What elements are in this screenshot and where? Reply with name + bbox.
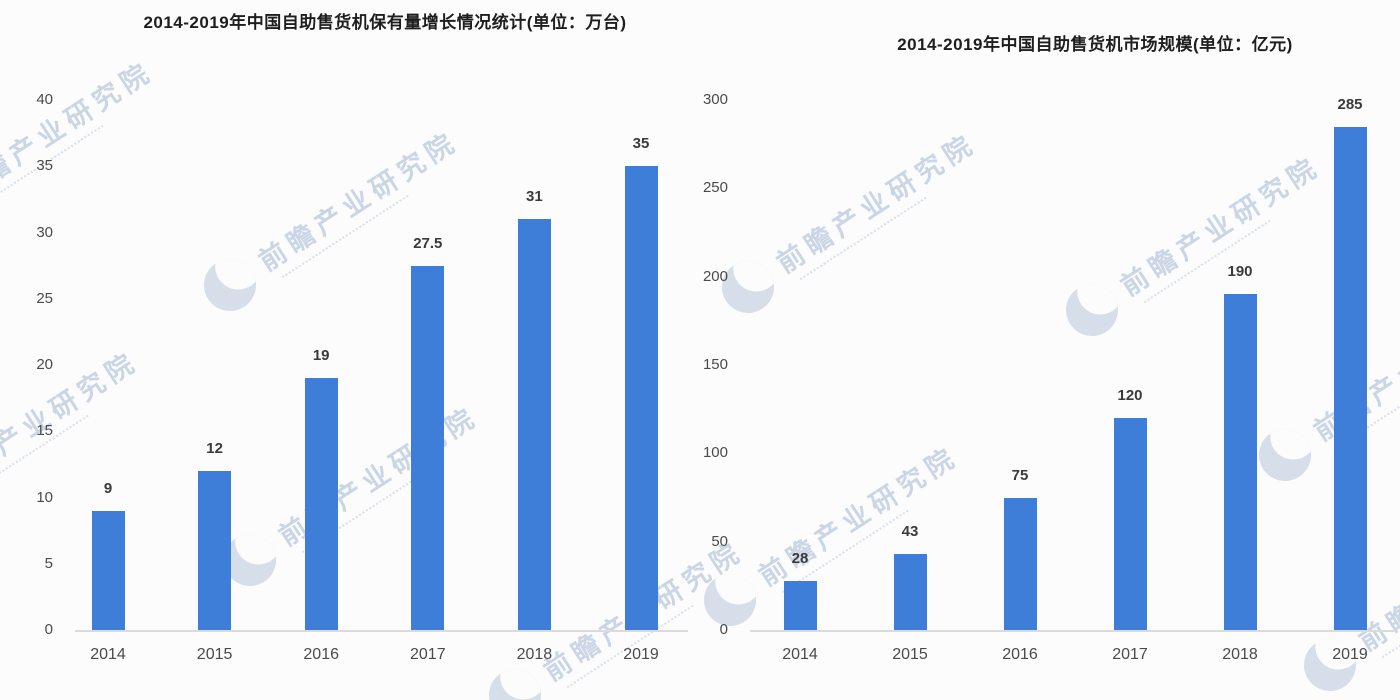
bar [91, 510, 125, 630]
x-tick-label: 2019 [623, 646, 659, 663]
bar-value-label: 35 [632, 135, 650, 153]
bar-value-label: 75 [1011, 466, 1029, 484]
x-tick-label: 2014 [782, 646, 818, 663]
y-tick-label: 200 [702, 267, 728, 285]
y-tick-label: 35 [36, 157, 53, 175]
y-tick-label: 0 [719, 621, 728, 638]
chart-title: 2014-2019年中国自助售货机保有量增长情况统计(单位：万台) [143, 13, 627, 32]
y-tick-label: 5 [44, 554, 53, 572]
plot-area [750, 100, 1396, 632]
y-tick-label: 100 [702, 444, 728, 462]
bar-value-label: 120 [1117, 387, 1143, 404]
market-size-bar-chart: 2014-2019年中国自助售货机市场规模(单位：亿元) 0 50 100 150 20… [700, 0, 1400, 700]
x-tick-label: 2015 [892, 646, 928, 663]
bar-value-label: 190 [1227, 263, 1253, 281]
bar-value-label: 12 [206, 440, 223, 457]
bar-value-label: 27.5 [413, 234, 443, 252]
chart-title: 2014-2019年中国自助售货机市场规模(单位：亿元) [897, 35, 1293, 54]
x-tick-label: 2018 [516, 646, 553, 663]
bar [1333, 126, 1367, 630]
bar-value-label: 31 [526, 188, 543, 206]
bar [893, 554, 927, 630]
plot-area [75, 100, 688, 632]
x-tick-label: 2018 [1222, 646, 1258, 663]
bar [198, 471, 232, 630]
bar [411, 265, 445, 630]
y-tick-label: 150 [702, 356, 728, 373]
y-tick-label: 10 [36, 488, 53, 506]
ownership-bar-chart: 2014-2019年中国自助售货机保有量增长情况统计(单位：万台) 0 5 10 15… [36, 13, 688, 663]
y-tick-label: 250 [702, 179, 728, 197]
bar [1223, 294, 1257, 630]
y-tick-label: 50 [711, 532, 728, 550]
bar [624, 166, 658, 630]
bar [783, 580, 817, 630]
bar [304, 378, 338, 630]
bar [517, 219, 551, 630]
bar-value-label: 43 [901, 523, 919, 541]
y-tick-label: 20 [36, 356, 53, 373]
bar-value-label: 9 [103, 479, 113, 497]
bar-value-label: 19 [312, 347, 330, 365]
bar-value-label: 28 [791, 549, 809, 567]
x-tick-label: 2015 [196, 646, 233, 663]
x-tick-label: 2016 [1002, 646, 1038, 663]
x-tick-label: 2017 [1112, 646, 1148, 663]
bar [1003, 497, 1037, 630]
y-tick-label: 30 [36, 223, 53, 241]
x-tick-label: 2014 [90, 646, 126, 663]
bar [1113, 418, 1147, 630]
x-tick-label: 2016 [303, 646, 339, 663]
y-tick-label: 300 [702, 91, 728, 108]
y-tick-label: 40 [36, 91, 53, 108]
y-tick-label: 0 [44, 621, 53, 638]
x-tick-label: 2019 [1332, 646, 1368, 663]
bar-value-label: 285 [1337, 95, 1363, 113]
y-tick-label: 15 [36, 422, 53, 440]
y-tick-label: 25 [36, 289, 53, 307]
x-tick-label: 2017 [410, 646, 446, 663]
